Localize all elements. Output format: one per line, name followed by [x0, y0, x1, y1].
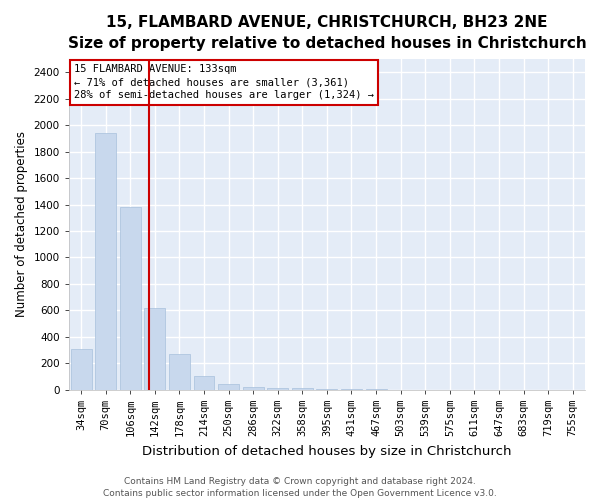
Bar	[71, 348, 92, 390]
Bar	[95, 133, 116, 390]
Bar	[316, 388, 337, 390]
Bar	[169, 354, 190, 390]
Bar	[120, 207, 141, 390]
Bar	[268, 388, 288, 390]
Bar	[194, 376, 214, 390]
Text: Contains HM Land Registry data © Crown copyright and database right 2024.
Contai: Contains HM Land Registry data © Crown c…	[103, 476, 497, 498]
Bar	[145, 308, 166, 390]
Bar	[218, 384, 239, 390]
Bar	[292, 388, 313, 390]
Title: 15, FLAMBARD AVENUE, CHRISTCHURCH, BH23 2NE
Size of property relative to detache: 15, FLAMBARD AVENUE, CHRISTCHURCH, BH23 …	[68, 15, 586, 51]
Text: 15 FLAMBARD AVENUE: 133sqm
← 71% of detached houses are smaller (3,361)
28% of s: 15 FLAMBARD AVENUE: 133sqm ← 71% of deta…	[74, 64, 374, 100]
X-axis label: Distribution of detached houses by size in Christchurch: Distribution of detached houses by size …	[142, 444, 512, 458]
Bar	[243, 387, 263, 390]
Y-axis label: Number of detached properties: Number of detached properties	[15, 132, 28, 318]
